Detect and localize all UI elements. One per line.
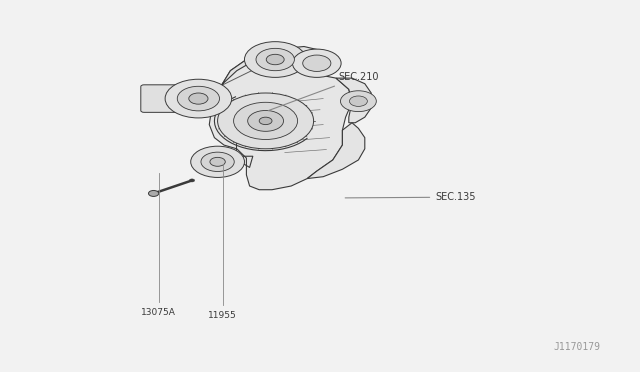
- Circle shape: [266, 54, 284, 65]
- Circle shape: [189, 93, 208, 104]
- Circle shape: [349, 96, 367, 106]
- Circle shape: [303, 55, 331, 71]
- Circle shape: [148, 190, 159, 196]
- Text: SEC.210: SEC.210: [268, 73, 378, 110]
- Circle shape: [201, 152, 234, 171]
- Circle shape: [218, 93, 314, 149]
- FancyBboxPatch shape: [141, 85, 182, 112]
- Circle shape: [234, 102, 298, 140]
- Polygon shape: [211, 46, 326, 102]
- Circle shape: [259, 117, 272, 125]
- Circle shape: [191, 146, 244, 177]
- Circle shape: [210, 157, 225, 166]
- Text: SEC.135: SEC.135: [345, 192, 476, 202]
- Circle shape: [248, 110, 284, 131]
- Text: J1170179: J1170179: [554, 341, 600, 352]
- Circle shape: [292, 49, 341, 77]
- Text: 11955: 11955: [209, 311, 237, 320]
- Circle shape: [256, 48, 294, 71]
- Circle shape: [244, 42, 306, 77]
- Polygon shape: [336, 78, 371, 123]
- Circle shape: [340, 91, 376, 112]
- Circle shape: [189, 179, 195, 182]
- Polygon shape: [209, 54, 352, 190]
- Polygon shape: [307, 123, 365, 179]
- Circle shape: [165, 79, 232, 118]
- Circle shape: [177, 86, 220, 111]
- Text: 13075A: 13075A: [141, 308, 176, 317]
